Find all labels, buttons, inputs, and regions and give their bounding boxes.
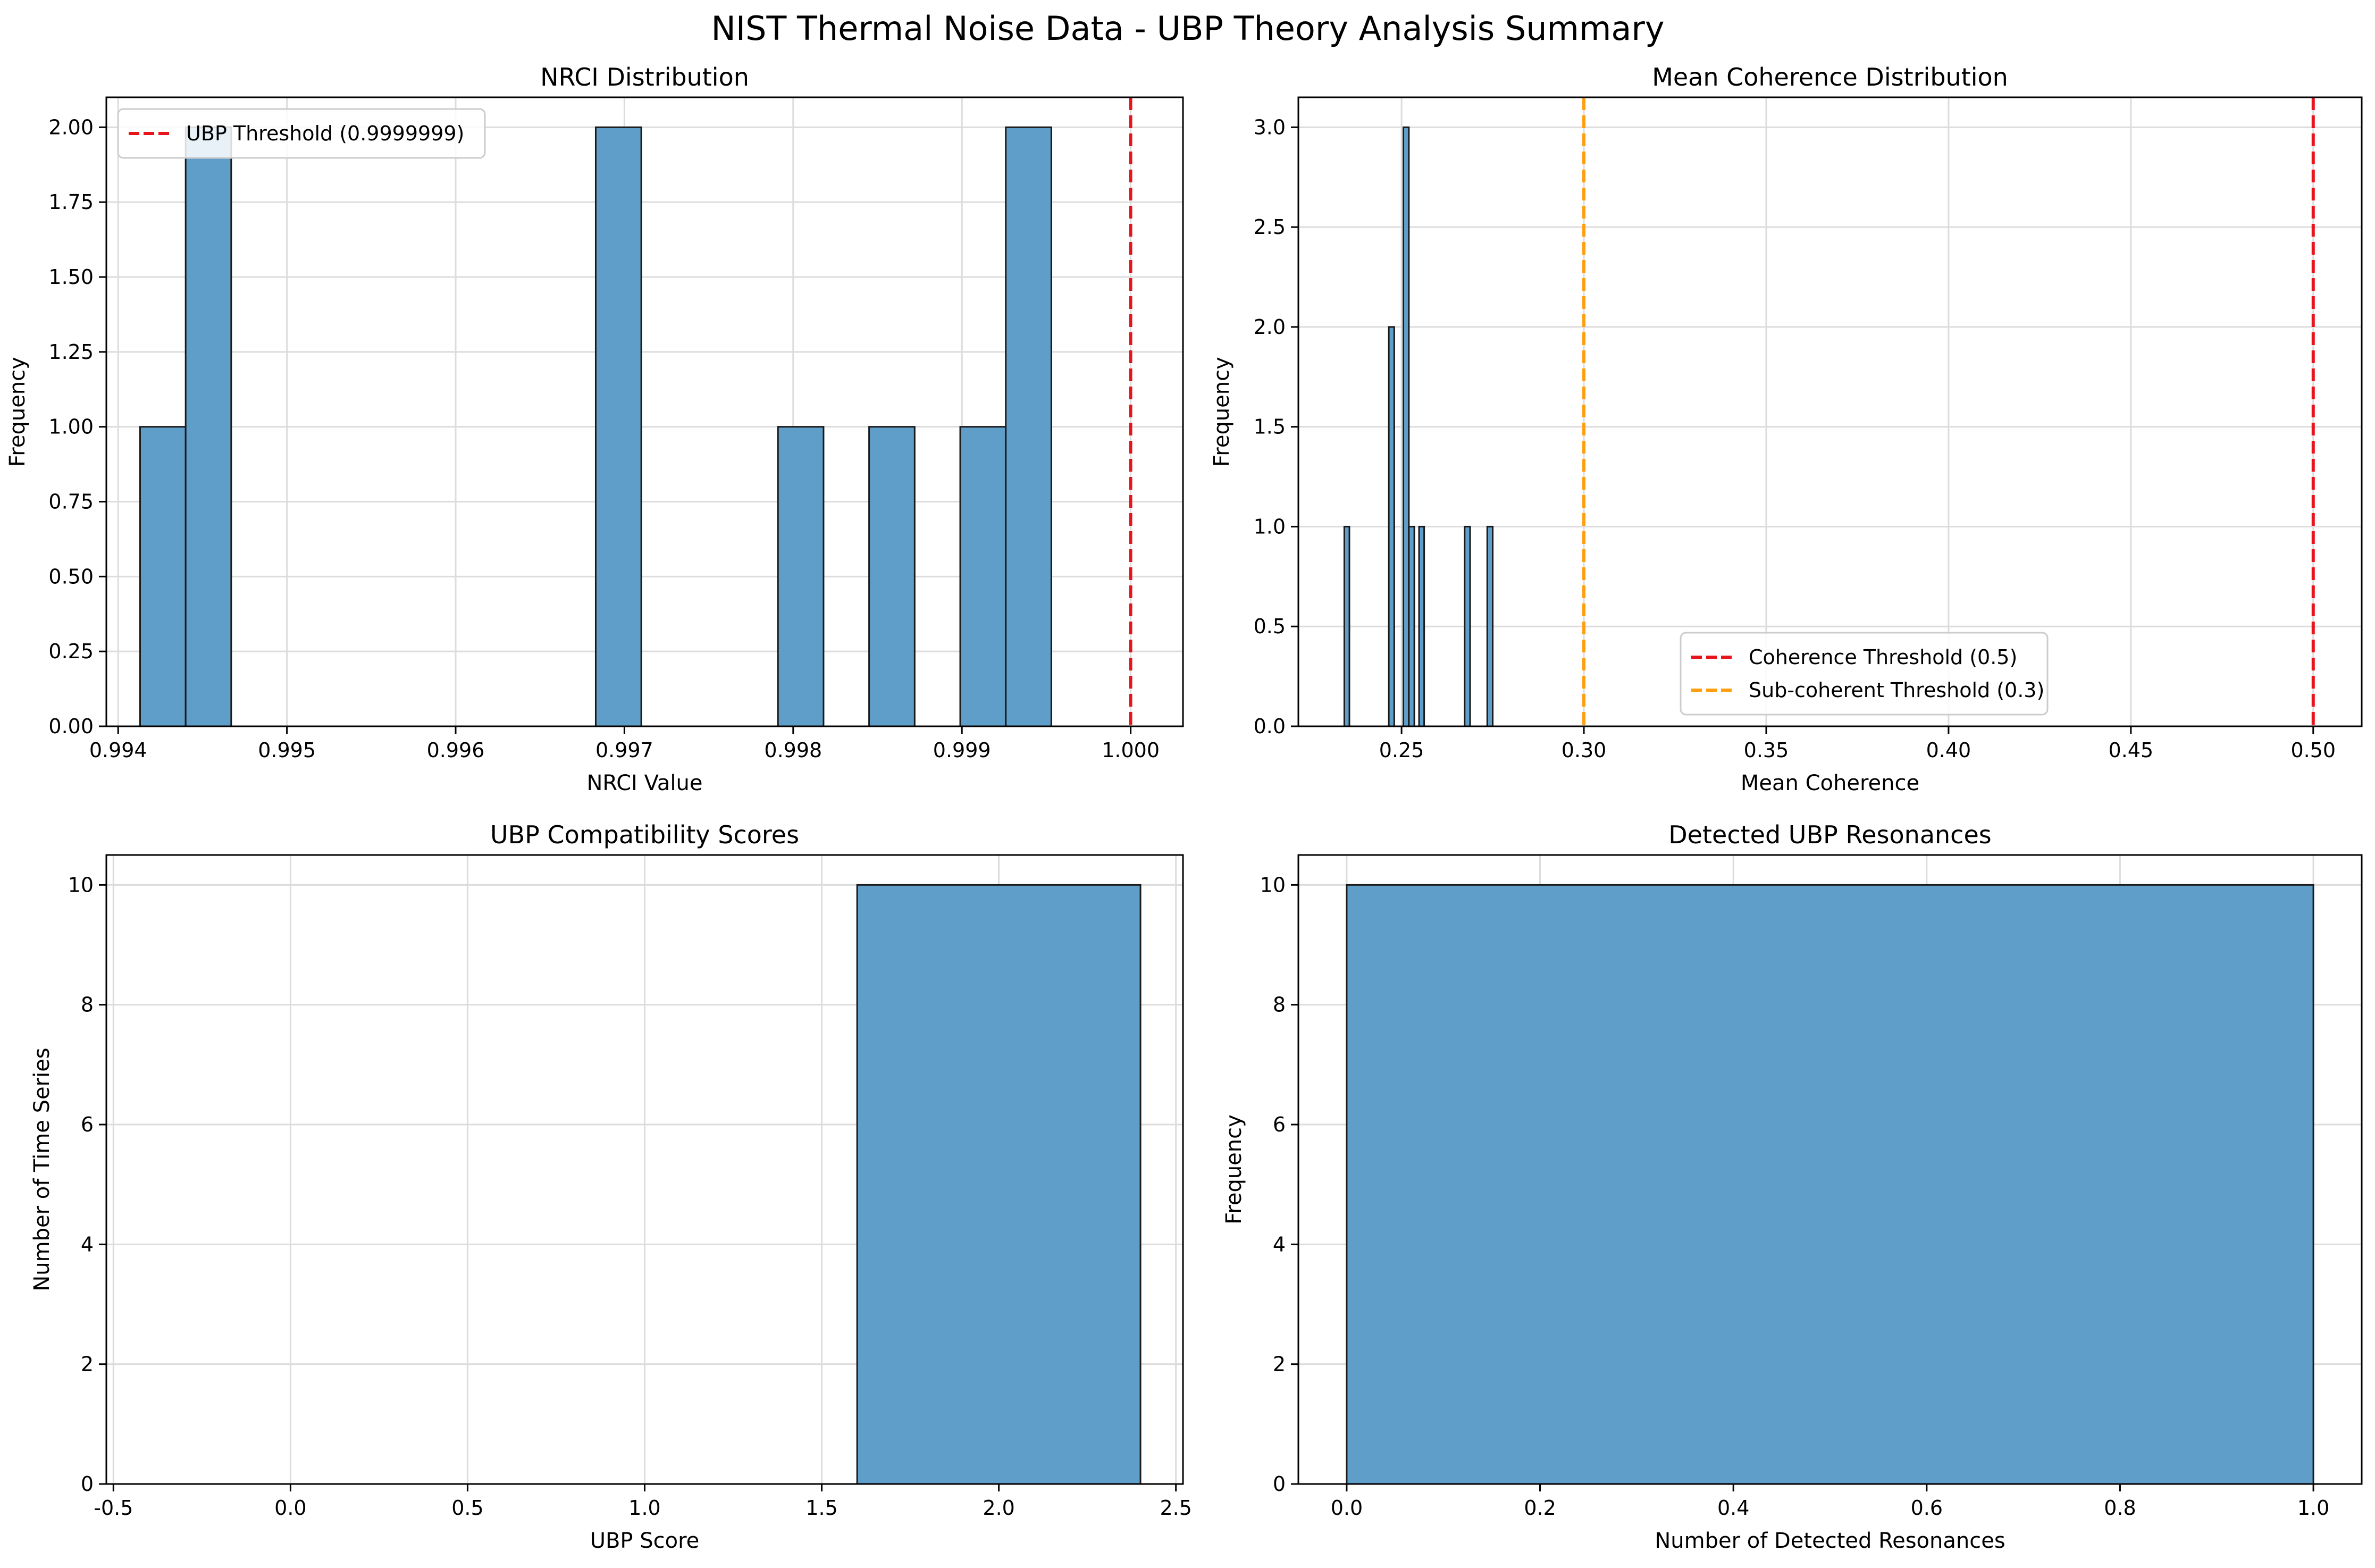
chart-panel-1: 0.994 0.995 0.996 0.997 0.998 0.999 1.000 0.00 0… xyxy=(5,63,1184,795)
legend-label: Coherence Threshold (0.5) xyxy=(1749,645,2017,669)
y-tick-label: 1.25 xyxy=(48,340,94,364)
chart-title: Detected UBP Resonances xyxy=(1668,820,1991,849)
y-tick-label: 2 xyxy=(1273,1353,1286,1376)
histogram-bar xyxy=(1005,126,1052,727)
plot-frame xyxy=(1297,854,2363,1485)
legend-box xyxy=(1680,632,2049,716)
histogram-bar xyxy=(1418,525,1425,727)
x-tick-label: 0.997 xyxy=(595,739,653,762)
x-tick-label: 0.999 xyxy=(933,739,991,762)
x-tick-label: 1.0 xyxy=(2297,1496,2329,1520)
histogram-bar xyxy=(856,884,1142,1485)
histogram-bar xyxy=(1403,126,1410,727)
histogram-bar xyxy=(959,426,1007,727)
y-tick-label: 0.25 xyxy=(48,640,94,663)
x-tick-label: 0.996 xyxy=(427,739,485,762)
histogram-bar xyxy=(777,426,825,727)
x-tick-label: 0.50 xyxy=(2290,739,2336,762)
histogram-bar xyxy=(1388,326,1395,727)
y-tick-label: 0 xyxy=(1273,1472,1286,1496)
y-tick-label: 1.50 xyxy=(48,265,94,289)
x-tick-label: 1.000 xyxy=(1102,739,1160,762)
y-tick-label: 2.00 xyxy=(48,115,94,139)
histogram-bar xyxy=(1346,884,2314,1485)
histogram-bar xyxy=(868,426,916,727)
y-tick-label: 6 xyxy=(81,1113,94,1136)
y-tick-label: 6 xyxy=(1273,1113,1286,1136)
plot-frame xyxy=(105,96,1184,727)
x-tick-label: 0.5 xyxy=(451,1496,483,1520)
y-axis-label: Frequency xyxy=(1210,357,1234,467)
x-axis-label: Mean Coherence xyxy=(1741,771,1919,795)
y-tick-label: 8 xyxy=(81,993,94,1017)
x-tick-label: 2.5 xyxy=(1160,1496,1191,1520)
x-tick-label: 0.4 xyxy=(1717,1496,1749,1520)
x-tick-label: 0.994 xyxy=(89,739,147,762)
figure-title: NIST Thermal Noise Data - UBP Theory Ana… xyxy=(711,9,1664,48)
chart-panel-4: 0.0 0.2 0.4 0.6 0.8 1.0 0 2 4 6 8 10 Detected UBP Re… xyxy=(1222,820,2363,1553)
y-tick-label: 0.50 xyxy=(48,565,94,588)
y-tick-label: 0 xyxy=(81,1472,94,1496)
chart-panel-3: -0.5 0.0 0.5 1.0 1.5 2.0 2.5 0 2 4 6 8 10 UBP Compati… xyxy=(30,820,1192,1553)
x-tick-label: 0.30 xyxy=(1562,739,1607,762)
y-tick-label: 0.00 xyxy=(48,715,94,738)
legend: Coherence Threshold (0.5) Sub-coherent Th… xyxy=(1680,632,2049,716)
y-tick-label: 0.75 xyxy=(48,490,94,514)
legend: UBP Threshold (0.9999999) xyxy=(117,108,486,159)
x-tick-label: 1.0 xyxy=(628,1496,660,1520)
chart-title: UBP Compatibility Scores xyxy=(490,820,799,849)
x-tick-label: -0.5 xyxy=(94,1496,133,1520)
x-tick-label: 2.0 xyxy=(983,1496,1014,1520)
y-tick-label: 10 xyxy=(1260,873,1286,896)
x-tick-label: 0.2 xyxy=(1524,1496,1556,1520)
y-tick-label: 2.0 xyxy=(1254,315,1286,339)
x-tick-label: 0.25 xyxy=(1379,739,1424,762)
x-axis-label: Number of Detected Resonances xyxy=(1655,1529,2005,1553)
y-tick-label: 4 xyxy=(1273,1232,1286,1256)
x-tick-label: 1.5 xyxy=(805,1496,837,1520)
legend-box xyxy=(117,108,486,159)
y-tick-label: 4 xyxy=(81,1232,94,1256)
x-tick-label: 0.6 xyxy=(1911,1496,1943,1520)
y-tick-label: 2.5 xyxy=(1254,215,1286,239)
y-tick-label: 8 xyxy=(1273,993,1286,1017)
histogram-bar xyxy=(1343,525,1350,727)
histogram-bar xyxy=(1464,525,1471,727)
y-tick-label: 0.0 xyxy=(1254,715,1286,738)
x-tick-label: 0.998 xyxy=(764,739,822,762)
x-axis-label: UBP Score xyxy=(590,1529,700,1553)
y-tick-label: 2 xyxy=(81,1353,94,1376)
histogram-bar xyxy=(184,126,232,727)
y-tick-label: 3.0 xyxy=(1254,115,1286,139)
histogram-bar xyxy=(1486,525,1494,727)
chart-title: NRCI Distribution xyxy=(540,63,749,91)
x-axis-label: NRCI Value xyxy=(586,771,702,795)
y-axis-label: Frequency xyxy=(1222,1114,1246,1225)
y-tick-label: 0.5 xyxy=(1254,615,1286,638)
y-tick-label: 1.0 xyxy=(1254,515,1286,538)
y-tick-label: 1.75 xyxy=(48,190,94,214)
histogram-bar xyxy=(594,126,642,727)
x-tick-label: 0.0 xyxy=(274,1496,306,1520)
chart-panel-2: 0.25 0.30 0.35 0.40 0.45 0.50 0.0 0.5 1.0 1.5 2.0 2… xyxy=(1210,63,2363,795)
x-tick-label: 0.45 xyxy=(2109,739,2154,762)
y-tick-label: 1.00 xyxy=(48,415,94,439)
x-tick-label: 0.35 xyxy=(1744,739,1789,762)
histogram-bar xyxy=(1408,525,1415,727)
y-axis-label: Frequency xyxy=(5,357,30,467)
x-tick-label: 0.40 xyxy=(1926,739,1971,762)
histogram-bar xyxy=(139,426,187,727)
plot-frame xyxy=(1297,96,2363,727)
chart-title: Mean Coherence Distribution xyxy=(1652,63,2008,91)
y-tick-label: 1.5 xyxy=(1254,415,1286,439)
x-tick-label: 0.0 xyxy=(1331,1496,1363,1520)
legend-label: Sub-coherent Threshold (0.3) xyxy=(1749,678,2044,702)
x-tick-label: 0.995 xyxy=(258,739,316,762)
x-tick-label: 0.8 xyxy=(2104,1496,2136,1520)
y-axis-label: Number of Time Series xyxy=(30,1047,54,1291)
legend-label: UBP Threshold (0.9999999) xyxy=(186,122,464,145)
y-tick-label: 10 xyxy=(68,873,94,896)
